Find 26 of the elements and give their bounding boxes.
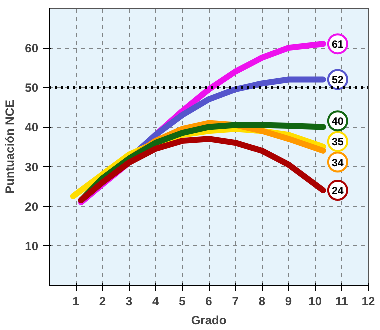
data-label: 52 xyxy=(332,74,344,87)
x-axis-title: Grado xyxy=(191,314,227,328)
data-label: 24 xyxy=(332,186,344,198)
x-tick-label: 10 xyxy=(308,294,322,308)
y-tick-label: 40 xyxy=(25,120,39,135)
x-tick-label: 5 xyxy=(179,294,186,308)
y-tick-label: 10 xyxy=(25,239,39,254)
data-label: 34 xyxy=(332,157,344,170)
x-tick-label: 12 xyxy=(362,294,376,308)
x-tick-label: 11 xyxy=(336,294,349,308)
x-tick-label: 1 xyxy=(72,294,80,308)
y-tick-label: 60 xyxy=(25,42,39,56)
x-tick-label: 8 xyxy=(258,294,266,308)
data-label: 35 xyxy=(332,136,344,149)
y-tick-label: 50 xyxy=(25,81,39,96)
x-tick-label: 2 xyxy=(99,294,106,308)
x-tick-label: 6 xyxy=(206,294,213,308)
data-label: 40 xyxy=(332,116,344,128)
x-tick-label: 3 xyxy=(126,294,133,308)
y-axis-title: Puntuación NCE xyxy=(3,100,18,194)
y-tick-label: 30 xyxy=(25,160,39,174)
y-tick-label: 20 xyxy=(25,200,39,214)
x-tick-label: 9 xyxy=(285,294,292,308)
x-tick-label: 7 xyxy=(232,294,240,308)
x-tick-label: 4 xyxy=(152,294,160,308)
data-label: 61 xyxy=(332,39,344,52)
